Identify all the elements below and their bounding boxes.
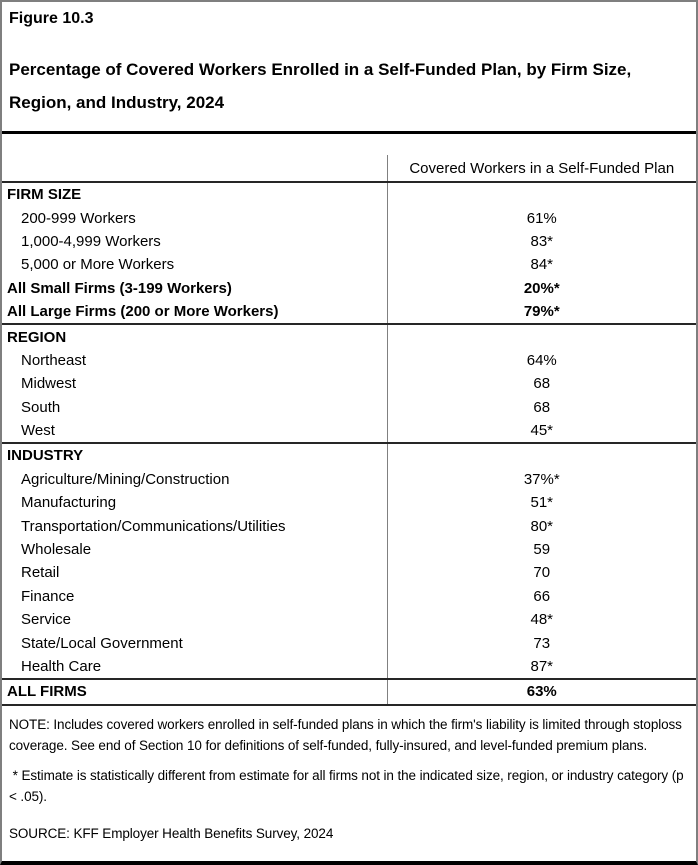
table-row: INDUSTRY [2,443,696,468]
row-label: Finance [21,587,75,605]
row-value: 84* [386,253,696,277]
row-value: 37%* [386,467,696,492]
table-row: ALL FIRMS 63% [2,679,696,706]
row-value [386,324,696,349]
table-body: FIRM SIZE 200-999 Workers 61% 1,000-4,999 W… [2,182,696,706]
table-row: Northeast 64% [2,348,696,373]
row-value: 45* [386,418,696,445]
row-value [386,443,696,468]
row-label: West [2,418,387,445]
row-value: 48* [386,608,696,632]
row-value: 80* [386,514,696,538]
table-row: Agriculture/Mining/Construction 37%* [2,467,696,492]
row-label: Northeast [21,351,87,369]
table-row: South 68 [2,395,696,419]
header-spacer-row [2,134,696,155]
page-title: Percentage of Covered Workers Enrolled i… [9,60,632,112]
table-row: Transportation/Communications/Utilities 8… [2,514,696,538]
table-row: Service 48* [2,608,696,632]
table-row: Health Care 87* [2,654,696,681]
data-table: Covered Workers in a Self-Funded Plan FI… [2,134,696,706]
row-label: INDUSTRY [7,447,84,465]
row-label: 5,000 or More Workers [21,256,175,274]
header-spacer-cell [387,134,696,155]
row-value: 68 [386,372,696,396]
table-row: West 45* [2,418,696,445]
row-value: 63% [386,679,696,706]
row-label: ALL FIRMS [2,679,387,706]
row-value: 87* [386,654,696,681]
table-row: 5,000 or More Workers 84* [2,253,696,277]
row-value [386,182,696,207]
row-value: 20%* [386,276,696,300]
table-row: Wholesale 59 [2,537,696,562]
table-row: 200-999 Workers 61% [2,206,696,230]
row-label: Wholesale [21,541,92,559]
source-text: SOURCE: KFF Employer Health Benefits Sur… [9,825,334,841]
table-header-row: Covered Workers in a Self-Funded Plan [2,155,696,183]
row-label: Transportation/Communications/Utilities [21,517,286,535]
table-row: 1,000-4,999 Workers 83* [2,229,696,254]
table-row: Manufacturing 51* [2,491,696,515]
table-row: Retail 70 [2,561,696,585]
header-empty-cell [2,155,387,183]
row-value: 73 [386,631,696,655]
row-label: Health Care [2,654,387,681]
title-block: Figure 10.3 Percentage of Covered Worker… [2,2,696,131]
row-label: Midwest [21,375,77,393]
row-value: 70 [386,561,696,585]
row-label: Service [21,611,72,629]
row-label: Agriculture/Mining/Construction [21,470,230,488]
row-label: South [21,398,61,416]
table-row: State/Local Government 73 [2,631,696,655]
row-label: All Small Firms (3-199 Workers) [7,279,232,297]
asterisk-note-text: * Estimate is statistically different fr… [9,767,688,804]
row-label: Retail [21,564,60,582]
title-divider-rule [2,131,696,134]
row-value: 61% [386,206,696,230]
table-row: REGION [2,324,696,349]
row-label: FIRM SIZE [7,186,82,204]
row-label: Manufacturing [21,494,117,512]
row-value: 64% [386,348,696,373]
row-value: 68 [386,395,696,419]
header-spacer-cell [2,134,387,155]
value-column-header: Covered Workers in a Self-Funded Plan [386,155,696,183]
table-row: All Large Firms (200 or More Workers) 79%… [2,299,696,326]
table-row: FIRM SIZE [2,182,696,207]
table-row: Midwest 68 [2,372,696,396]
table-header: Covered Workers in a Self-Funded Plan [2,134,696,183]
table-row: All Small Firms (3-199 Workers) 20%* [2,276,696,300]
notes-section: NOTE: Includes covered workers enrolled … [2,706,696,844]
row-label: REGION [7,328,67,346]
row-value: 66 [386,584,696,609]
table-row: Finance 66 [2,584,696,609]
note-text: NOTE: Includes covered workers enrolled … [9,716,682,753]
row-value: 59 [386,537,696,562]
row-label: All Large Firms (200 or More Workers) [2,299,387,326]
row-label: State/Local Government [21,634,183,652]
row-label: 1,000-4,999 Workers [21,232,161,250]
row-value: 83* [386,229,696,254]
figure-label: Figure 10.3 [9,10,94,27]
row-value: 51* [386,491,696,515]
row-label: 200-999 Workers [21,209,136,227]
row-value: 79%* [386,299,696,326]
